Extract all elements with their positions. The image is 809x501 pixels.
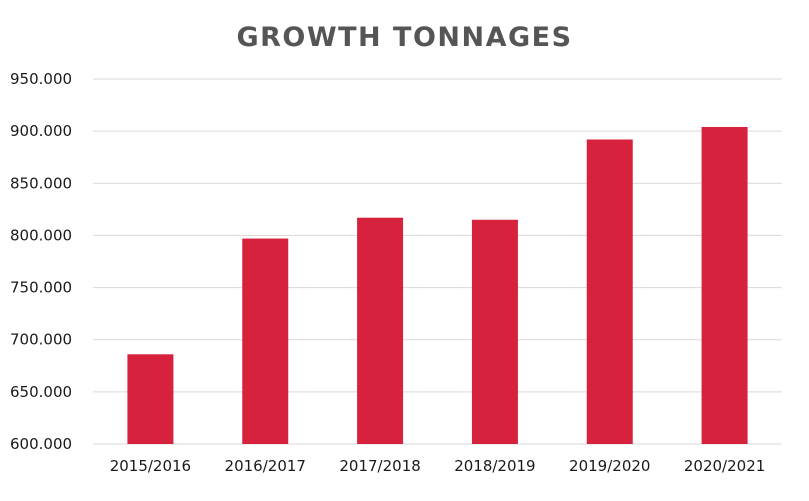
y-tick-label: 600.000 — [10, 435, 72, 453]
y-tick-label: 900.000 — [10, 122, 72, 140]
bar — [127, 354, 174, 444]
bar — [242, 238, 289, 444]
x-tick-label: 2020/2021 — [684, 457, 765, 475]
bars — [127, 126, 748, 444]
y-tick-label: 700.000 — [10, 331, 72, 349]
x-tick-label: 2017/2018 — [339, 457, 420, 475]
y-axis-ticks: 600.000 650.000 700.000 750.000 800.000 850.0… — [10, 70, 72, 453]
chart-title: GROWTH TONNAGES — [236, 22, 573, 53]
bar — [357, 217, 404, 444]
gridlines — [93, 78, 782, 445]
x-axis-ticks: 2015/2016 2016/2017 2017/2018 2018/2019 2019… — [110, 457, 766, 475]
y-tick-label: 950.000 — [10, 70, 72, 88]
x-tick-label: 2015/2016 — [110, 457, 191, 475]
x-tick-label: 2019/2020 — [569, 457, 650, 475]
y-tick-label: 750.000 — [10, 279, 72, 297]
x-tick-label: 2018/2019 — [454, 457, 535, 475]
bar — [471, 219, 518, 444]
bar — [701, 126, 748, 444]
y-tick-label: 850.000 — [10, 174, 72, 192]
y-tick-label: 800.000 — [10, 226, 72, 244]
x-tick-label: 2016/2017 — [225, 457, 306, 475]
y-tick-label: 650.000 — [10, 383, 72, 401]
bar — [586, 139, 633, 444]
